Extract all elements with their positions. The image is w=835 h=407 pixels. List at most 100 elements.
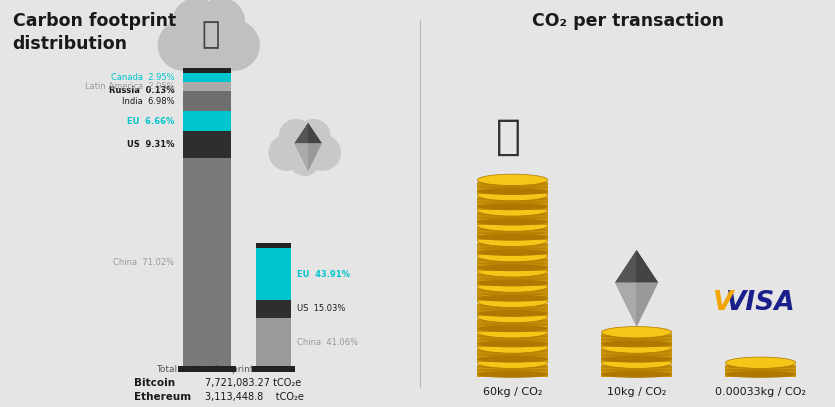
Ellipse shape (477, 243, 548, 247)
Text: 10kg / CO₂: 10kg / CO₂ (607, 387, 666, 397)
Ellipse shape (477, 265, 548, 268)
Ellipse shape (725, 369, 796, 372)
Text: 0.00033kg / CO₂: 0.00033kg / CO₂ (715, 387, 806, 397)
Ellipse shape (477, 247, 548, 250)
Text: VISA: VISA (726, 290, 796, 316)
Ellipse shape (477, 372, 548, 375)
Ellipse shape (477, 201, 548, 204)
Ellipse shape (477, 250, 548, 253)
Polygon shape (615, 250, 636, 282)
Ellipse shape (478, 310, 548, 317)
Ellipse shape (478, 325, 548, 332)
Text: CO₂ per transaction: CO₂ per transaction (533, 12, 724, 30)
Circle shape (159, 20, 210, 70)
FancyBboxPatch shape (256, 318, 291, 366)
Ellipse shape (477, 186, 548, 189)
Text: Bitcoin: Bitcoin (134, 378, 175, 388)
Bar (478, 243, 548, 255)
Polygon shape (295, 143, 321, 171)
Ellipse shape (477, 198, 548, 201)
Polygon shape (295, 123, 321, 143)
Ellipse shape (477, 304, 548, 308)
FancyBboxPatch shape (183, 91, 230, 112)
Ellipse shape (726, 357, 796, 368)
Bar (601, 349, 671, 362)
Ellipse shape (477, 183, 548, 186)
Text: V: V (713, 290, 733, 316)
Bar (478, 365, 548, 377)
Text: 60kg / CO₂: 60kg / CO₂ (483, 387, 542, 397)
Polygon shape (615, 282, 636, 326)
Circle shape (208, 20, 259, 70)
Circle shape (304, 135, 341, 170)
Ellipse shape (478, 311, 548, 323)
Ellipse shape (477, 259, 548, 262)
Ellipse shape (478, 295, 548, 302)
FancyBboxPatch shape (183, 82, 230, 90)
Bar (478, 258, 548, 271)
Ellipse shape (601, 341, 671, 348)
Text: ₿: ₿ (202, 20, 220, 49)
Ellipse shape (477, 228, 548, 232)
Ellipse shape (478, 342, 548, 353)
Ellipse shape (477, 323, 548, 326)
Ellipse shape (477, 338, 548, 341)
Ellipse shape (725, 372, 796, 375)
Ellipse shape (477, 277, 548, 280)
Bar (478, 273, 548, 286)
Ellipse shape (478, 326, 548, 338)
Text: 3,113,448.8    tCO₂e: 3,113,448.8 tCO₂e (205, 392, 303, 402)
Ellipse shape (601, 350, 672, 353)
Ellipse shape (478, 188, 548, 195)
Ellipse shape (478, 205, 548, 216)
Ellipse shape (477, 365, 548, 369)
Ellipse shape (601, 353, 672, 357)
Ellipse shape (478, 296, 548, 307)
Polygon shape (295, 143, 308, 171)
Text: China  41.06%: China 41.06% (297, 337, 358, 346)
Ellipse shape (477, 311, 548, 314)
Text: EU  43.91%: EU 43.91% (297, 269, 351, 278)
Bar (478, 334, 548, 347)
Ellipse shape (601, 356, 671, 363)
FancyBboxPatch shape (256, 248, 291, 300)
Ellipse shape (477, 204, 548, 207)
Text: China  71.02%: China 71.02% (114, 258, 175, 267)
Ellipse shape (601, 365, 672, 369)
Text: Total carbon footprint: Total carbon footprint (156, 365, 253, 374)
Ellipse shape (478, 249, 548, 256)
Ellipse shape (477, 369, 548, 372)
Text: US  9.31%: US 9.31% (127, 140, 175, 149)
Ellipse shape (478, 234, 548, 241)
FancyBboxPatch shape (256, 300, 291, 318)
Ellipse shape (477, 189, 548, 192)
Ellipse shape (601, 341, 672, 344)
Ellipse shape (601, 338, 672, 341)
Ellipse shape (478, 265, 548, 271)
Ellipse shape (726, 371, 796, 378)
Ellipse shape (478, 250, 548, 262)
Ellipse shape (477, 234, 548, 238)
Circle shape (297, 120, 330, 151)
Bar (726, 365, 796, 377)
FancyBboxPatch shape (256, 243, 291, 248)
Polygon shape (308, 123, 321, 143)
FancyBboxPatch shape (251, 366, 296, 372)
Ellipse shape (477, 295, 548, 299)
Circle shape (188, 37, 230, 77)
Text: 7,721,083.27 tCO₂e: 7,721,083.27 tCO₂e (205, 378, 301, 388)
Text: India  6.98%: India 6.98% (122, 96, 175, 106)
Ellipse shape (601, 357, 671, 368)
Ellipse shape (477, 280, 548, 283)
Ellipse shape (478, 357, 548, 368)
Ellipse shape (477, 350, 548, 353)
Circle shape (280, 122, 330, 171)
Ellipse shape (477, 274, 548, 277)
Ellipse shape (478, 220, 548, 231)
Ellipse shape (477, 319, 548, 323)
Circle shape (291, 147, 319, 175)
Ellipse shape (601, 335, 672, 338)
FancyBboxPatch shape (183, 73, 230, 82)
FancyBboxPatch shape (183, 131, 230, 158)
Circle shape (174, 0, 220, 44)
